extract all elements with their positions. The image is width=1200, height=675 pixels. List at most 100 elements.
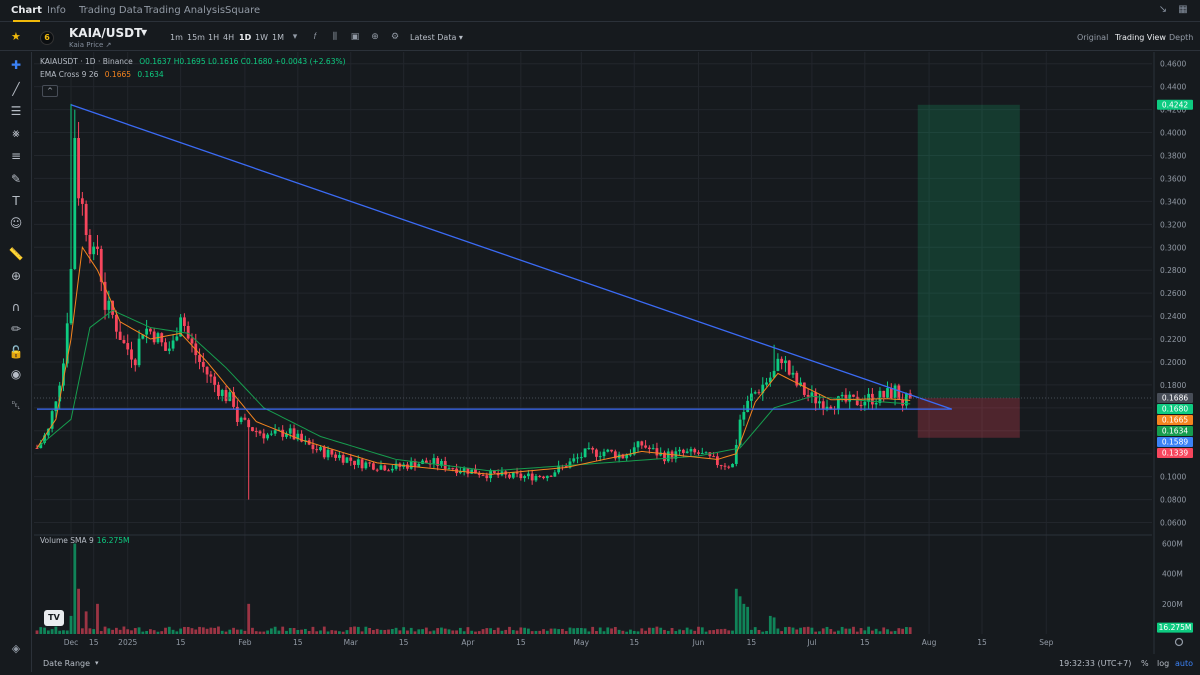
volume-bar bbox=[273, 626, 277, 634]
candle-body bbox=[149, 328, 152, 332]
chart-area[interactable]: 0.4600 0.4400 0.4200 0.4000 0.3800 0.3600 0.34… bbox=[32, 52, 1200, 675]
caret-down-icon[interactable]: ▼ bbox=[141, 28, 148, 37]
candle-body bbox=[387, 470, 390, 472]
auto-toggle[interactable]: auto bbox=[1175, 659, 1194, 668]
volume-bar bbox=[379, 629, 383, 634]
trendline-tool-icon[interactable]: ╱ bbox=[12, 82, 20, 96]
date-range-button[interactable]: Date Range bbox=[43, 659, 91, 668]
volume-bar bbox=[905, 627, 908, 634]
emoji-icon[interactable]: ☺ bbox=[9, 216, 23, 230]
candle-body bbox=[636, 441, 640, 448]
volume-bar bbox=[557, 629, 561, 634]
grid-icon[interactable]: ▦ bbox=[1178, 4, 1188, 15]
tab-square[interactable]: Square bbox=[225, 5, 261, 16]
volume-bar bbox=[530, 631, 534, 634]
eye-icon[interactable]: ◉ bbox=[10, 367, 22, 381]
candle-body bbox=[765, 382, 768, 385]
fib-tool-icon[interactable]: ≡ bbox=[10, 149, 22, 163]
volume-bar bbox=[700, 627, 704, 634]
layers-icon[interactable]: ◈ bbox=[11, 642, 21, 655]
clock: 19:32:33 (UTC+7) bbox=[1059, 659, 1132, 668]
tab-info[interactable]: Info bbox=[47, 5, 66, 16]
volume-bar bbox=[277, 630, 281, 634]
legend-ohlc: O0.1637 H0.1695 L0.1616 C0.1680 +0.0043 … bbox=[139, 57, 346, 66]
volume-bar bbox=[731, 630, 734, 634]
lock-icon[interactable]: 🔓 bbox=[8, 345, 24, 359]
volume-bar bbox=[201, 627, 205, 634]
candle-type-icon[interactable]: ⫼ bbox=[332, 32, 338, 42]
volume-bar bbox=[73, 543, 77, 634]
time-tick-label: 15 bbox=[89, 638, 99, 647]
interval-1mo[interactable]: 1M bbox=[272, 33, 284, 42]
candle-body bbox=[553, 472, 557, 477]
candle-body bbox=[247, 419, 251, 428]
trash-icon[interactable]: ␡ bbox=[11, 398, 21, 412]
volume-bar bbox=[220, 630, 224, 634]
volume-bar bbox=[485, 628, 489, 634]
magnet-icon[interactable]: ∩ bbox=[11, 300, 21, 314]
candle-body bbox=[341, 455, 345, 463]
star-icon[interactable]: ★ bbox=[11, 30, 21, 43]
candle-body bbox=[666, 451, 670, 462]
camera-icon[interactable]: ▣ bbox=[350, 32, 360, 42]
candle-body bbox=[746, 400, 750, 412]
view-depth[interactable]: Depth bbox=[1169, 33, 1194, 42]
crosshair-icon[interactable]: ✚ bbox=[10, 58, 22, 72]
candle-body bbox=[35, 447, 39, 449]
interval-1h[interactable]: 1H bbox=[208, 33, 220, 42]
text-tool-icon[interactable]: T bbox=[12, 194, 20, 208]
log-toggle[interactable]: log bbox=[1157, 659, 1170, 668]
volume-bar bbox=[833, 631, 836, 634]
latest-data-dropdown[interactable]: Latest Data ▾ bbox=[410, 33, 463, 42]
interval-1d[interactable]: 1D bbox=[239, 33, 252, 42]
volume-bar bbox=[474, 631, 477, 634]
more-intervals-icon[interactable]: ▾ bbox=[292, 32, 298, 42]
ruler-icon[interactable]: 📏 bbox=[8, 247, 24, 261]
tab-chart[interactable]: Chart bbox=[11, 5, 42, 22]
caret-down-icon[interactable]: ▾ bbox=[95, 659, 99, 667]
volume-bar bbox=[685, 627, 689, 634]
pitchfork-icon[interactable]: ⨳ bbox=[12, 126, 20, 140]
price-tag bbox=[1157, 99, 1193, 110]
volume-bar bbox=[43, 627, 46, 634]
pair-selector[interactable]: KAIA/USDT bbox=[69, 26, 143, 40]
settings-icon[interactable]: ⚙ bbox=[390, 32, 400, 42]
interval-1w[interactable]: 1W bbox=[255, 33, 268, 42]
volume-bar bbox=[549, 628, 553, 634]
candle-body bbox=[799, 382, 802, 386]
tab-trading-analysis[interactable]: Trading Analysis bbox=[144, 5, 226, 16]
brush-icon[interactable]: ✎ bbox=[10, 172, 22, 186]
tab-trading-data[interactable]: Trading Data bbox=[79, 5, 143, 16]
zoom-in-icon[interactable]: ⊕ bbox=[10, 269, 22, 283]
time-tick-label: 15 bbox=[977, 638, 987, 647]
volume-bar bbox=[697, 626, 700, 634]
candle-body bbox=[232, 392, 235, 407]
collapse-legend-button[interactable]: ^ bbox=[42, 85, 58, 97]
pencil-lock-icon[interactable]: ✏ bbox=[10, 322, 22, 336]
interval-4h[interactable]: 4H bbox=[223, 33, 235, 42]
shrink-icon[interactable]: ↘ bbox=[1158, 4, 1168, 15]
candle-body bbox=[107, 300, 111, 310]
candle-body bbox=[545, 475, 549, 479]
interval-15m[interactable]: 15m bbox=[187, 33, 205, 42]
candle-body bbox=[122, 339, 126, 344]
view-original[interactable]: Original bbox=[1077, 33, 1109, 42]
percent-toggle[interactable]: % bbox=[1141, 659, 1149, 668]
volume-bar bbox=[670, 627, 674, 634]
volume-bar bbox=[466, 627, 470, 634]
view-trading-view[interactable]: Trading View bbox=[1115, 33, 1166, 42]
kaia-coin-icon: 6 bbox=[40, 31, 54, 45]
volume-bar bbox=[587, 631, 591, 634]
volume-bar bbox=[130, 630, 133, 634]
price-chart[interactable]: 0.4600 0.4400 0.4200 0.4000 0.3800 0.3600 0.34… bbox=[32, 52, 1200, 654]
horizontal-lines-icon[interactable]: ☰ bbox=[10, 104, 22, 118]
interval-1m[interactable]: 1m bbox=[170, 33, 183, 42]
pair-subtitle[interactable]: Kaia Price ↗ bbox=[69, 41, 112, 49]
candle-body bbox=[46, 428, 50, 436]
add-icon[interactable]: ⊕ bbox=[371, 32, 379, 42]
volume-tick-label: 200M bbox=[1162, 600, 1183, 609]
time-tick-label: 15 bbox=[629, 638, 639, 647]
volume-bar bbox=[852, 626, 855, 634]
indicator-icon[interactable]: 𝑓 bbox=[313, 32, 317, 42]
volume-bar bbox=[251, 627, 254, 634]
